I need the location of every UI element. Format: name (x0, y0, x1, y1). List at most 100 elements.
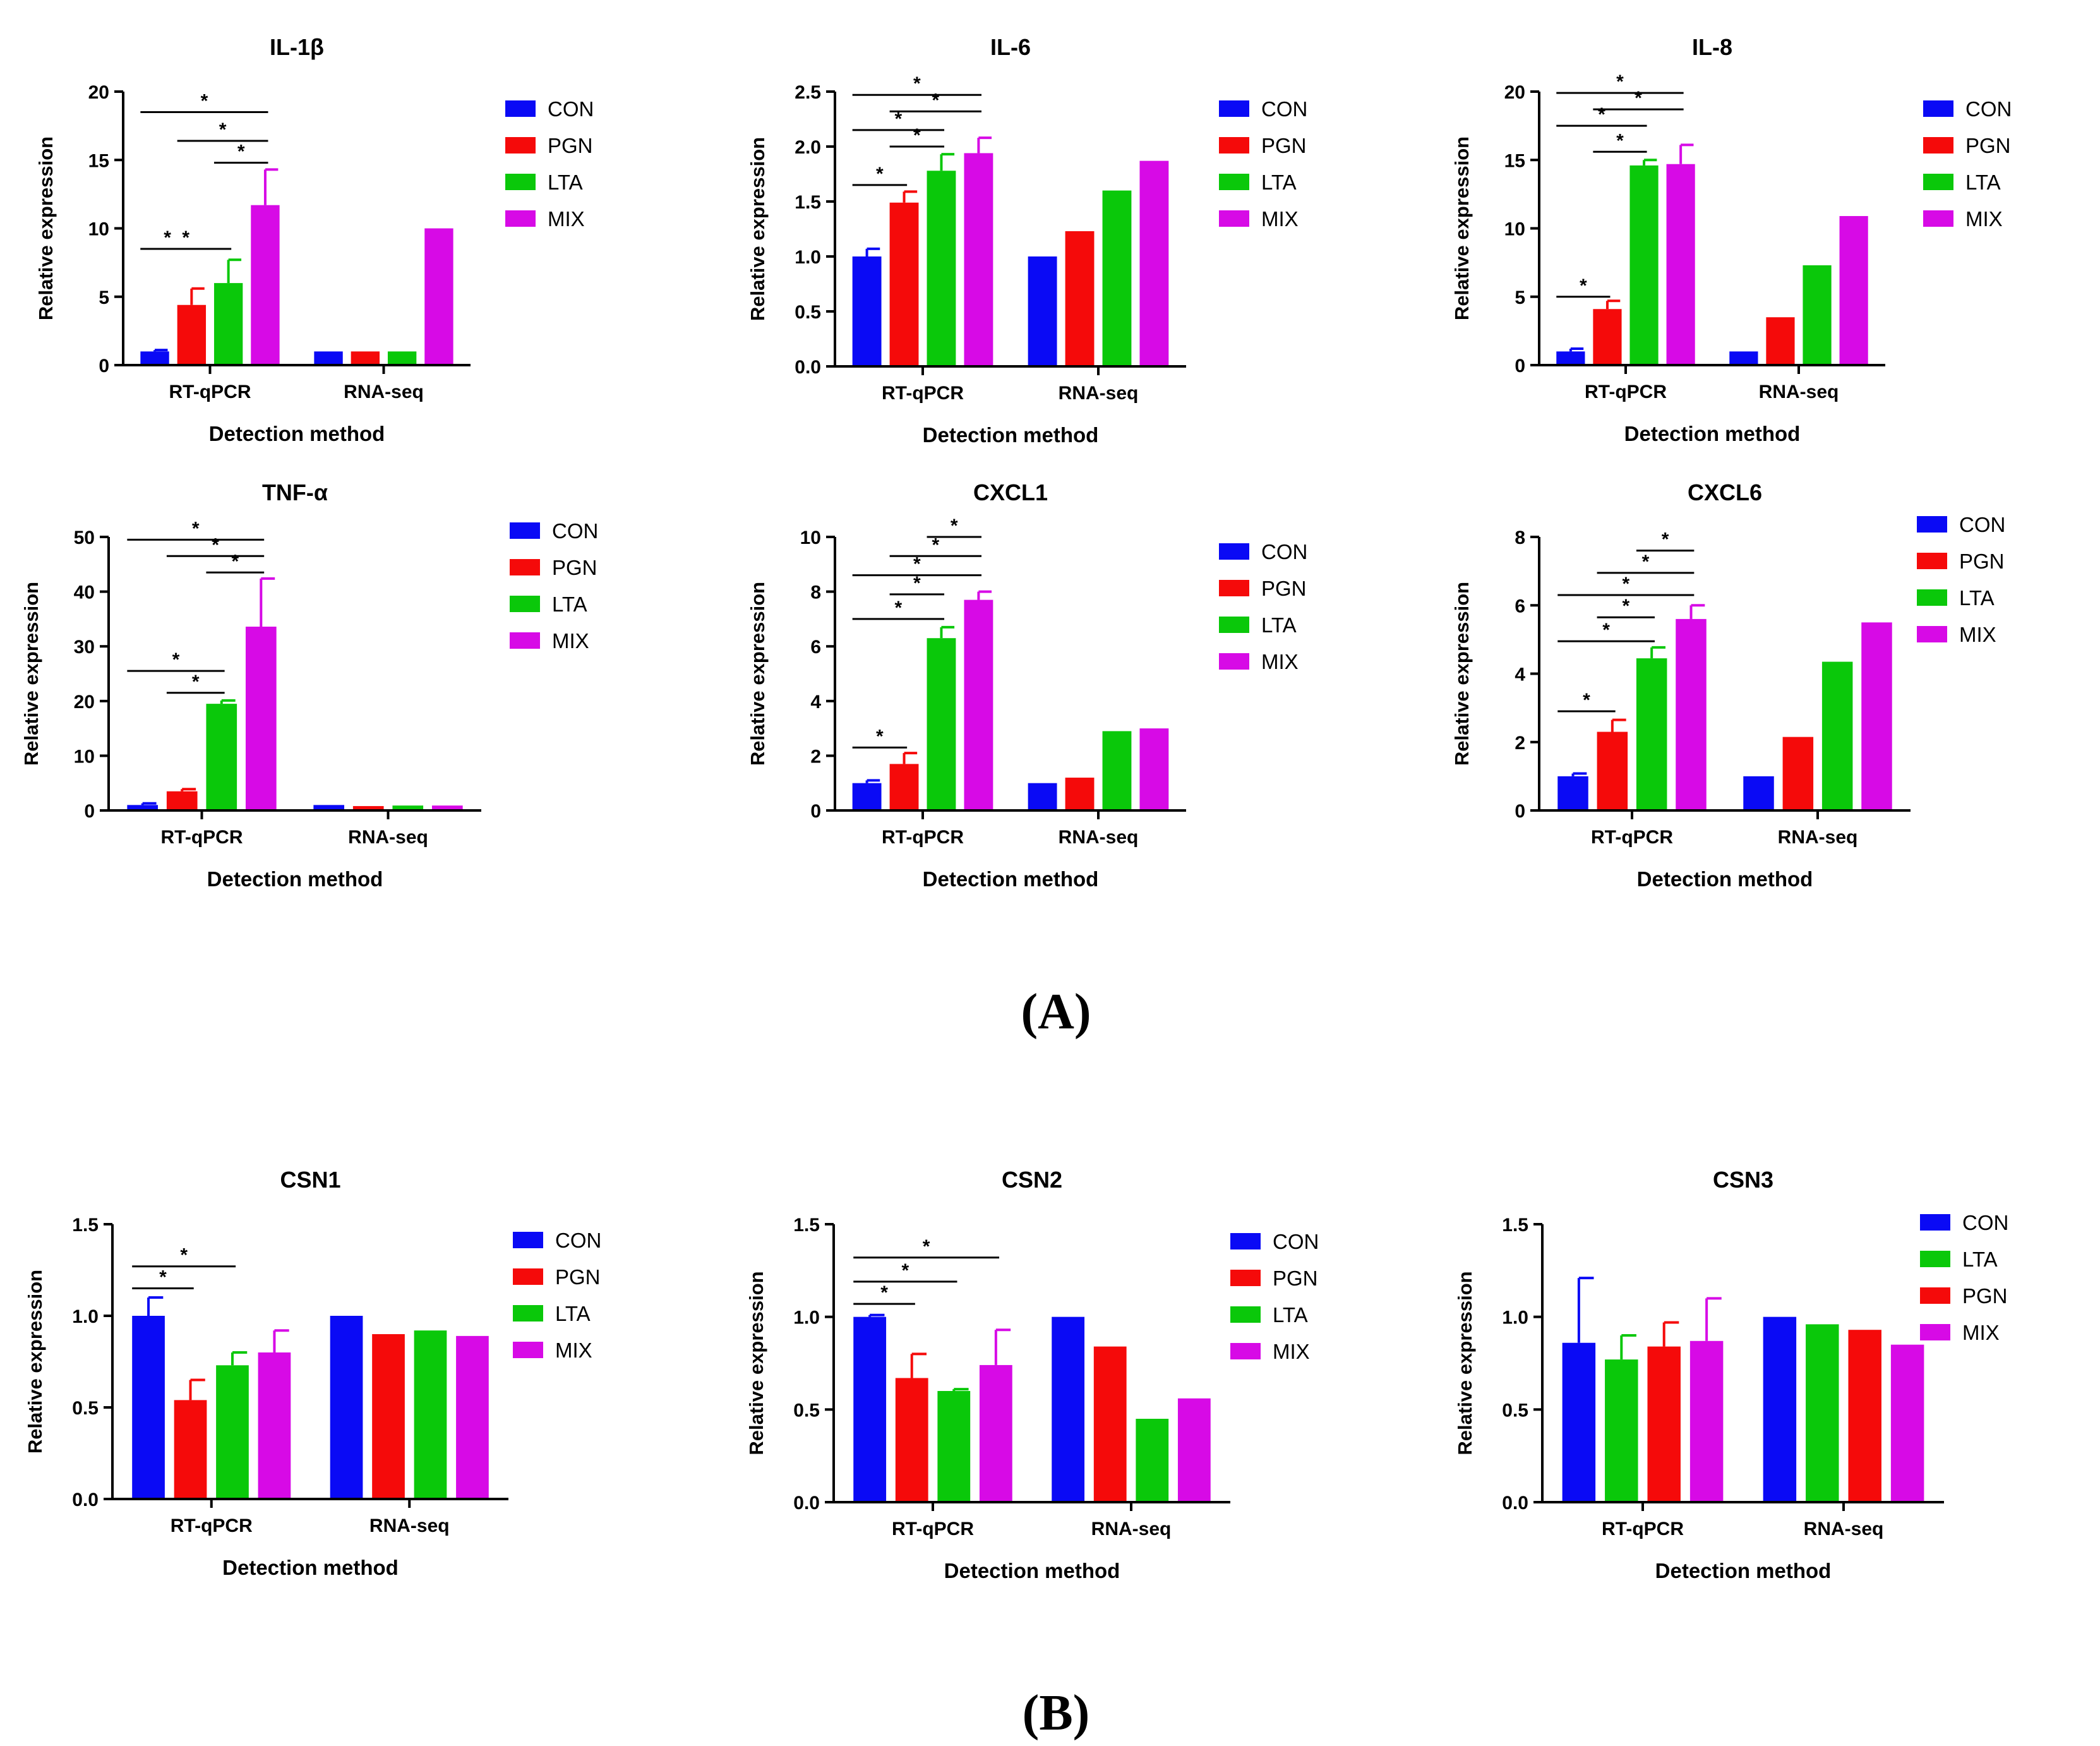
y-tick-label: 1.0 (795, 247, 821, 268)
significance-star: * (895, 598, 903, 618)
bar-mix-rt-qpcr (979, 1364, 1012, 1502)
bar-pgn-rt-qpcr (889, 202, 919, 366)
legend-swatch-pgn (1230, 1270, 1261, 1286)
chart-title: CSN2 (1002, 1167, 1062, 1193)
x-tick-label: RT-qPCR (1585, 382, 1667, 402)
y-tick-label: 2 (810, 746, 821, 767)
y-axis-label: Relative expression (747, 582, 769, 766)
significance-star: * (237, 141, 245, 162)
significance-star: * (1662, 529, 1669, 550)
x-tick-label: RT-qPCR (892, 1519, 974, 1539)
y-tick-label: 20 (1504, 82, 1525, 103)
bar-mix-rna-seq (1861, 622, 1892, 810)
bar-lta-rna-seq (1821, 661, 1853, 810)
x-axis-label: Detection method (1624, 422, 1801, 445)
bar-con-rna-seq (1028, 256, 1057, 366)
x-tick-label: RT-qPCR (1591, 827, 1673, 848)
significance-star: * (1580, 275, 1587, 296)
y-tick-label: 0 (1515, 356, 1525, 376)
legend-label: LTA (1965, 171, 2001, 194)
legend-swatch-pgn (1917, 553, 1947, 569)
legend-label: MIX (555, 1339, 592, 1362)
legend-label: PGN (1959, 550, 2005, 573)
bar-con-rna-seq (1729, 351, 1758, 365)
x-axis-label: Detection method (207, 867, 383, 891)
x-tick-label: RT-qPCR (882, 383, 964, 404)
significance-star: * (1616, 71, 1624, 92)
y-tick-label: 5 (99, 287, 109, 308)
y-tick-label: 10 (1504, 219, 1525, 240)
bar-con-rt-qpcr (140, 351, 169, 365)
bar-pgn-rt-qpcr (1597, 732, 1628, 810)
bar-mix-rna-seq (431, 805, 463, 810)
significance-star: * (951, 515, 958, 536)
y-tick-label: 4 (810, 692, 821, 713)
chart-title: CSN3 (1713, 1167, 1773, 1193)
significance-star: * (932, 534, 939, 555)
legend-label: LTA (555, 1302, 591, 1325)
significance-star: * (164, 227, 171, 248)
legend-label: MIX (1261, 207, 1299, 231)
significance-star: * (876, 164, 884, 184)
chart-title: IL-1β (270, 34, 324, 60)
legend-label: LTA (1273, 1303, 1308, 1327)
legend-swatch-lta (513, 1305, 543, 1322)
y-tick-label: 2.5 (795, 82, 821, 103)
legend-swatch-con (505, 100, 536, 117)
bar-lta-rna-seq (1803, 265, 1832, 365)
bar-pgn-rna-seq (351, 351, 380, 365)
y-tick-label: 2.0 (795, 137, 821, 158)
bar-lta-rna-seq (1136, 1419, 1169, 1502)
bar-con-rt-qpcr (1556, 351, 1585, 365)
legend-label: MIX (1273, 1340, 1310, 1363)
significance-star: * (231, 551, 239, 572)
bar-lta-rna-seq (414, 1330, 447, 1499)
legend-swatch-mix (510, 632, 540, 649)
legend-swatch-lta (1920, 1251, 1950, 1267)
bar-pgn-rt-qpcr (177, 304, 207, 365)
legend-label: LTA (1261, 171, 1297, 194)
significance-star: * (913, 573, 921, 594)
legend-swatch-con (1230, 1233, 1261, 1249)
legend-swatch-lta (510, 596, 540, 612)
legend-swatch-pgn (513, 1268, 543, 1285)
significance-star: * (913, 73, 921, 94)
y-tick-label: 10 (74, 746, 95, 767)
significance-star: * (1616, 130, 1624, 151)
y-tick-label: 20 (88, 82, 109, 103)
bar-pgn-rna-seq (1848, 1330, 1881, 1502)
legend-swatch-pgn (1219, 580, 1249, 596)
bar-lta-rt-qpcr (1636, 658, 1667, 810)
y-axis-label: Relative expression (745, 1271, 767, 1455)
significance-star: * (159, 1267, 167, 1288)
legend-label: PGN (552, 556, 597, 579)
bar-pgn-rna-seq (1065, 231, 1095, 366)
bar-pgn-rna-seq (1766, 317, 1795, 365)
x-axis-label: Detection method (222, 1556, 399, 1579)
y-tick-label: 0.0 (795, 357, 821, 378)
legend-swatch-pgn (1920, 1287, 1950, 1304)
legend-swatch-lta (1219, 174, 1249, 190)
x-tick-label: RNA-seq (1091, 1519, 1172, 1539)
legend-swatch-lta (1219, 617, 1249, 633)
significance-star: * (876, 726, 884, 747)
x-tick-label: RT-qPCR (171, 1515, 253, 1536)
bar-con-rt-qpcr (1557, 776, 1588, 810)
y-tick-label: 8 (1515, 527, 1525, 548)
y-tick-label: 50 (74, 527, 95, 548)
legend-label: CON (1959, 513, 2005, 536)
y-tick-label: 0.5 (1502, 1400, 1528, 1421)
bar-lta-rna-seq (1102, 731, 1132, 810)
significance-star: * (192, 671, 200, 692)
legend-label: CON (552, 519, 598, 543)
chart-title: CSN1 (280, 1167, 340, 1193)
bar-con-rt-qpcr (127, 805, 159, 810)
significance-star: * (1622, 596, 1629, 617)
legend-label: PGN (1965, 134, 2011, 157)
significance-star: * (913, 125, 921, 146)
bar-lta-rt-qpcr (206, 704, 237, 810)
legend-swatch-con (513, 1232, 543, 1248)
bar-lta-rna-seq (387, 351, 417, 365)
y-tick-label: 0.0 (1502, 1493, 1528, 1514)
